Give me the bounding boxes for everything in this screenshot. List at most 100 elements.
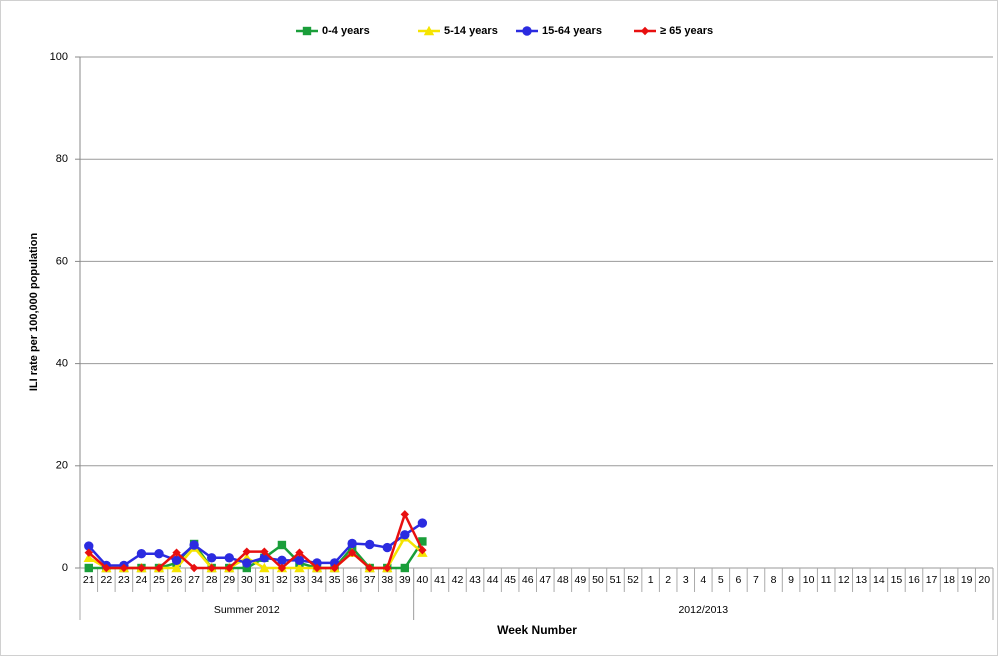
marker: [383, 563, 392, 573]
x-tick-label: 11: [821, 574, 832, 586]
x-tick-label: 19: [961, 574, 973, 586]
marker: [154, 563, 164, 573]
marker: [137, 563, 146, 573]
marker: [277, 555, 287, 566]
marker: [400, 563, 410, 573]
x-tick-label: 43: [469, 574, 481, 586]
x-tick-label: 40: [417, 574, 429, 586]
marker: [242, 558, 252, 568]
x-tick-label: 32: [276, 574, 288, 586]
x-tick-label: 45: [504, 574, 516, 586]
legend-label: 5-14 years: [444, 25, 498, 37]
x-tick-label: 20: [978, 574, 990, 586]
x-tick-label: 17: [926, 574, 938, 586]
marker: [102, 563, 111, 573]
marker: [417, 518, 428, 528]
x-tick-label: 22: [100, 574, 112, 586]
marker: [172, 548, 181, 557]
marker: [382, 542, 392, 553]
marker: [277, 563, 287, 573]
marker: [171, 555, 182, 566]
marker: [294, 555, 305, 566]
marker: [640, 26, 650, 36]
legend-label: ≥ 65 years: [660, 25, 713, 37]
x-tick-label: 8: [771, 574, 777, 586]
marker: [418, 545, 427, 555]
marker: [84, 548, 93, 557]
marker: [347, 538, 357, 549]
legend-label: 15-64 years: [542, 25, 602, 37]
x-tick-label: 24: [136, 574, 148, 586]
x-tick-label: 50: [592, 574, 604, 586]
x-tick-label: 25: [153, 574, 165, 586]
x-tick-label: 10: [803, 574, 815, 586]
marker: [277, 540, 287, 550]
x-tick-label: 4: [700, 574, 706, 586]
x-tick-label: 29: [223, 574, 235, 586]
y-tick-label: 0: [62, 562, 68, 574]
marker: [302, 26, 312, 36]
marker: [347, 548, 357, 557]
marker: [207, 563, 216, 573]
marker: [242, 547, 251, 556]
marker: [242, 563, 251, 573]
marker: [400, 510, 410, 519]
marker: [84, 563, 93, 573]
x-tick-label: 7: [753, 574, 759, 586]
x-tick-label: 1: [648, 574, 654, 586]
marker: [400, 530, 410, 540]
marker: [259, 562, 270, 573]
x-tick-label: 15: [891, 574, 903, 586]
marker: [83, 552, 94, 562]
y-axis-label: ILI rate per 100,000 population: [28, 233, 40, 392]
marker: [189, 563, 199, 573]
x-tick-label: 13: [855, 574, 867, 586]
x-tick-label: 27: [188, 574, 200, 586]
marker: [154, 548, 164, 559]
x-tick-label: 28: [206, 574, 218, 586]
x-tick-label: 2: [665, 574, 671, 586]
y-tick-label: 20: [56, 460, 68, 472]
group-label: 2012/2013: [678, 604, 728, 616]
marker: [365, 539, 375, 550]
marker: [295, 548, 304, 557]
marker: [206, 553, 217, 563]
marker: [225, 563, 234, 573]
x-tick-label: 16: [908, 574, 920, 586]
legend-label: 0-4 years: [322, 25, 370, 37]
marker: [224, 553, 234, 563]
marker: [189, 540, 199, 550]
x-tick-label: 39: [399, 574, 411, 586]
y-tick-label: 80: [56, 153, 68, 165]
x-tick-label: 21: [83, 574, 95, 586]
marker: [260, 547, 269, 556]
y-tick-label: 40: [56, 358, 68, 370]
marker: [119, 563, 129, 573]
marker: [312, 563, 322, 573]
x-tick-label: 9: [788, 574, 794, 586]
x-tick-label: 34: [311, 574, 323, 586]
marker: [365, 563, 374, 573]
x-tick-label: 38: [381, 574, 393, 586]
x-tick-label: 31: [259, 574, 271, 586]
marker: [171, 562, 182, 573]
x-tick-label: 42: [452, 574, 464, 586]
marker: [294, 562, 305, 573]
x-tick-label: 46: [522, 574, 534, 586]
x-tick-label: 12: [838, 574, 850, 586]
marker: [84, 541, 94, 551]
group-label: Summer 2012: [214, 604, 280, 616]
x-axis-label: Week Number: [497, 623, 577, 637]
y-tick-label: 60: [56, 255, 68, 267]
marker: [522, 26, 532, 36]
x-tick-label: 37: [364, 574, 376, 586]
x-tick-label: 5: [718, 574, 724, 586]
x-tick-label: 6: [735, 574, 741, 586]
x-tick-label: 33: [294, 574, 306, 586]
y-tick-label: 100: [50, 51, 68, 63]
marker: [418, 537, 427, 546]
x-tick-label: 30: [241, 574, 253, 586]
x-tick-label: 48: [557, 574, 569, 586]
